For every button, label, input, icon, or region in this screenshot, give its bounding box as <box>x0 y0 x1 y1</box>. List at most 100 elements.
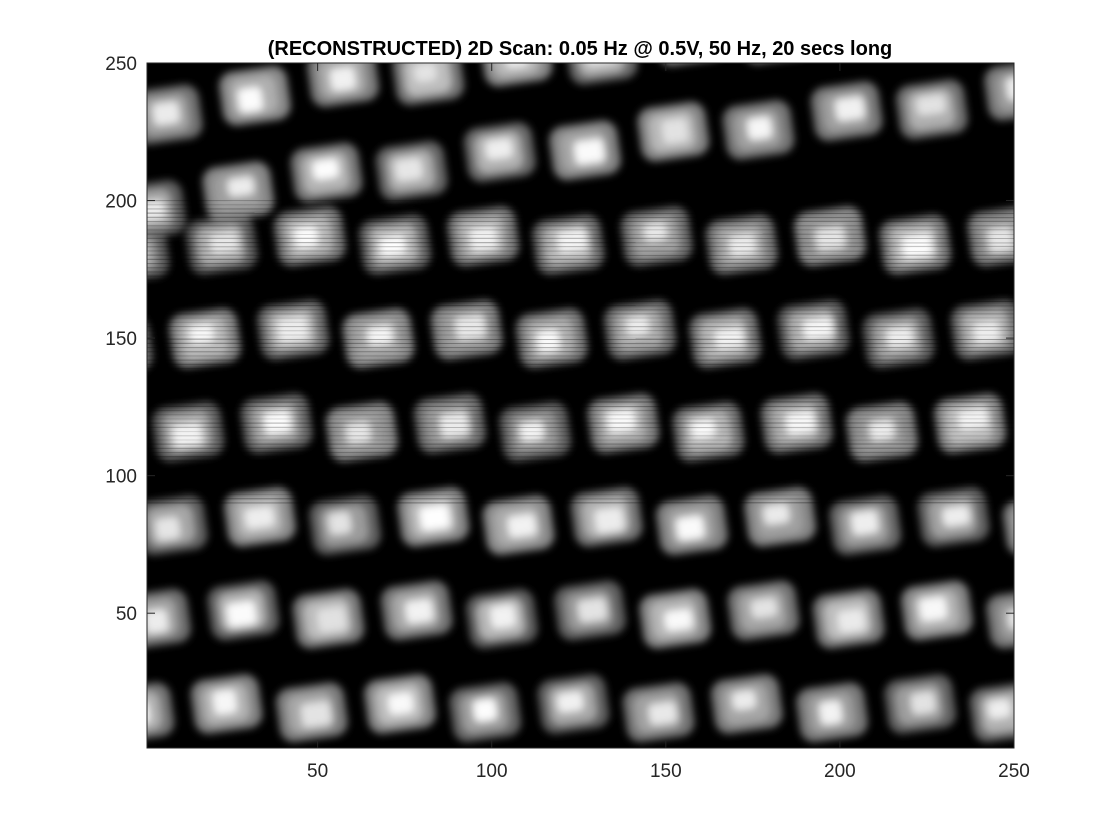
scan-blob <box>346 766 421 829</box>
scan-blob <box>863 308 935 368</box>
scan-blob <box>532 214 605 275</box>
scan-blob <box>846 401 918 462</box>
scan-blob <box>934 393 1006 454</box>
scan-blob <box>999 0 1074 27</box>
scan-blob <box>621 206 693 266</box>
scan-blob <box>951 300 1014 360</box>
scan-blob <box>554 580 626 641</box>
scan-blob <box>778 774 853 837</box>
scan-blob <box>147 589 191 649</box>
scan-blob <box>207 580 279 641</box>
scan-blob <box>1018 400 1093 463</box>
x-tick-label: 50 <box>307 761 328 782</box>
scan-blob <box>147 180 186 240</box>
x-tick-label: 250 <box>998 761 1030 782</box>
y-tick-label: 150 <box>105 329 137 350</box>
scan-blob <box>896 79 968 139</box>
scan-blob <box>796 682 868 742</box>
scan-blob <box>449 682 521 742</box>
scan-blob <box>951 774 1026 837</box>
scan-blob <box>292 589 365 649</box>
scan-blob <box>727 580 800 641</box>
scan-blob <box>0 783 71 840</box>
scan-blob <box>722 100 795 160</box>
scan-blob <box>219 66 291 126</box>
x-tick-label: 150 <box>650 761 682 782</box>
scan-blob <box>464 122 536 182</box>
scan-blob <box>1106 392 1120 455</box>
scan-blob <box>392 63 464 105</box>
scan-blob <box>605 774 680 837</box>
chart-title: (RECONSTRUCTED) 2D Scan: 0.05 Hz @ 0.5V,… <box>268 38 893 60</box>
scan-blob <box>711 674 783 734</box>
x-tick-label: 100 <box>476 761 508 782</box>
scan-blob <box>1085 0 1120 25</box>
scan-blob <box>917 487 990 547</box>
scan-blob <box>549 120 621 180</box>
scan-blob <box>63 408 138 471</box>
scan-blob <box>744 487 816 547</box>
scan-blob <box>777 300 850 360</box>
scan-blob <box>257 300 329 360</box>
scan-blob <box>1051 213 1120 276</box>
scan-blob <box>986 589 1014 649</box>
scan-blob <box>519 766 594 829</box>
y-axis: 50 100 150 200 250 <box>105 54 1014 625</box>
scan-blob <box>516 308 588 368</box>
scan-blob <box>381 580 453 641</box>
scan-blob <box>879 214 951 275</box>
scan-blob <box>1068 57 1120 120</box>
scan-blob <box>397 487 469 547</box>
scan-blob <box>307 63 379 107</box>
scan-blob <box>376 141 448 201</box>
y-tick-label: 50 <box>116 604 137 625</box>
scan-blob <box>1073 579 1120 642</box>
scanline-artifacts <box>147 199 1014 504</box>
scan-blob <box>309 495 381 555</box>
scan-blob <box>447 206 519 266</box>
scan-blob <box>1056 673 1120 736</box>
scan-blob <box>656 495 728 555</box>
scan-blob <box>186 214 258 275</box>
x-axis: 50 100 150 200 250 <box>307 63 1030 782</box>
scan-blob <box>84 774 159 837</box>
scan-blob <box>274 206 346 266</box>
scan-blob <box>276 682 348 742</box>
scan-blob <box>173 766 248 829</box>
scan-blob <box>13 689 88 752</box>
scan-blob <box>969 682 1014 742</box>
scan-blob <box>191 674 263 734</box>
scan-blob <box>637 101 709 162</box>
scan-blob <box>258 774 333 837</box>
y-tick-label: 100 <box>105 467 137 488</box>
scan-blob <box>46 502 121 565</box>
scan-blob <box>623 682 695 742</box>
scan-blob <box>359 214 431 275</box>
scan-blob <box>866 766 941 829</box>
scan-blob <box>430 300 503 360</box>
scan-blob <box>911 0 986 45</box>
scan-blob <box>466 589 538 649</box>
scan-blob <box>224 487 296 547</box>
scan-blob <box>587 393 659 454</box>
scan-blob <box>761 393 833 454</box>
axes-frame <box>146 62 1015 749</box>
scan-blob <box>431 774 506 837</box>
scan-blob <box>364 674 436 734</box>
scan-blob <box>639 589 711 649</box>
scan-blob <box>689 308 761 368</box>
scan-blob <box>566 63 638 85</box>
scan-blob <box>342 308 415 368</box>
scan-blob <box>147 682 175 742</box>
y-tick-label: 250 <box>105 54 137 75</box>
scan-blob <box>169 308 241 368</box>
scan-blob <box>290 142 363 203</box>
scan-blob <box>326 401 398 462</box>
scan-blob <box>240 393 313 454</box>
x-tick-label: 200 <box>824 761 856 782</box>
scan-blob <box>202 161 274 221</box>
scan-blob <box>813 589 885 649</box>
